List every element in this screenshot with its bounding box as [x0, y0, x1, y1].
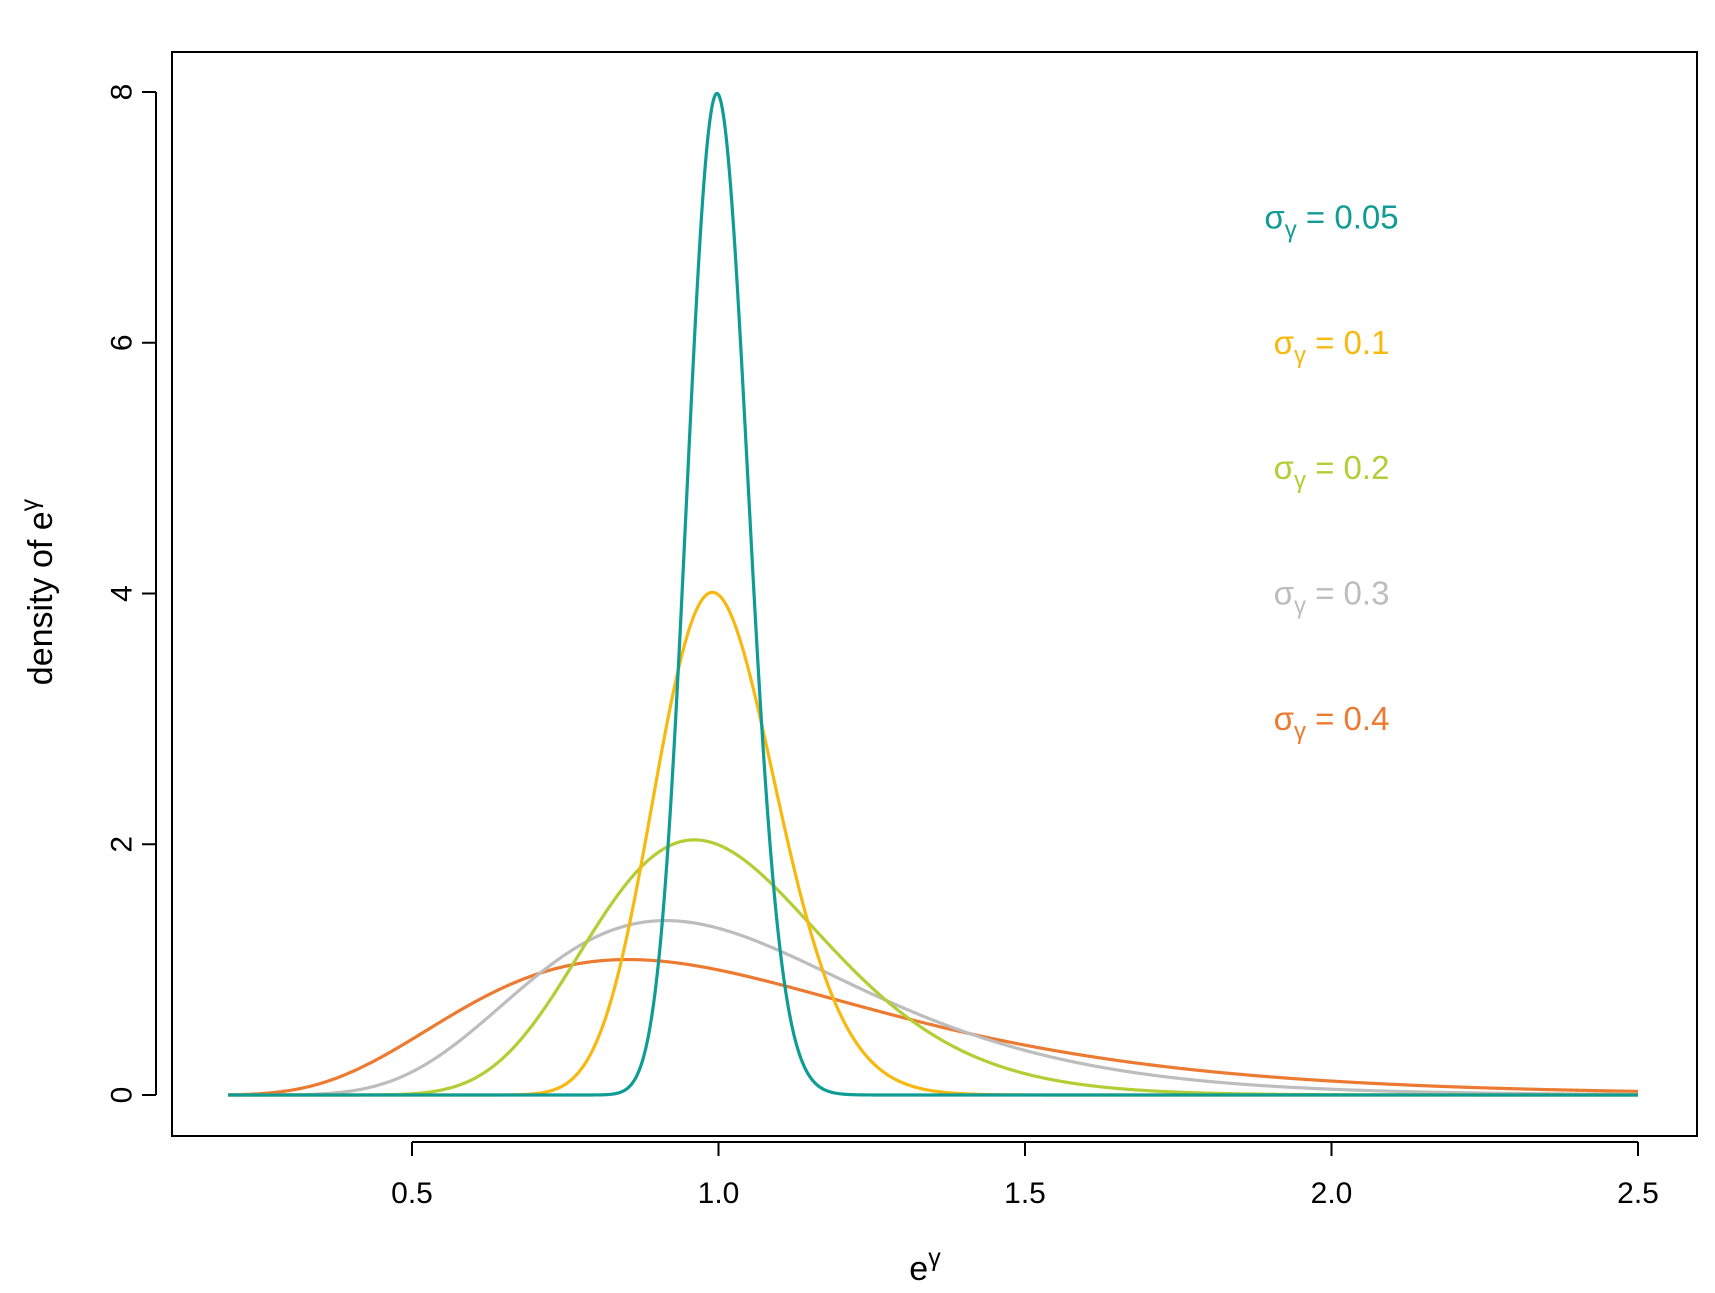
curve-label-sigma-0-05: σγ = 0.05 [1264, 198, 1398, 243]
y-axis-label-superscript: γ [16, 498, 44, 511]
x-tick-label: 0.5 [391, 1177, 433, 1210]
y-tick-label: 2 [106, 836, 139, 853]
y-axis-label-text: density of e [22, 511, 60, 685]
plot-frame [171, 51, 1698, 1137]
density-curve-sigma-0-4 [227, 957, 1639, 1097]
density-curve-sigma-0-05 [227, 91, 1639, 1097]
x-tick-label: 2.5 [1617, 1177, 1659, 1210]
y-tick-label: 0 [106, 1087, 139, 1104]
y-tick-label: 8 [106, 84, 139, 101]
y-axis: 0 2 4 6 8 [106, 84, 157, 1104]
curve-labels: σγ = 0.05 σγ = 0.1 σγ = 0.2 σγ = 0.3 σγ = 0.… [1264, 198, 1398, 745]
x-axis-label-superscript: γ [928, 1244, 941, 1272]
x-axis: 0.5 1.0 1.5 2.0 2.5 [391, 1141, 1659, 1210]
x-tick-label: 1.5 [1004, 1177, 1046, 1210]
curve-label-sigma-0-1: σγ = 0.1 [1274, 324, 1390, 369]
x-axis-label: eγ [909, 1244, 941, 1288]
y-tick-label: 4 [106, 585, 139, 602]
curve-label-sigma-0-4: σγ = 0.4 [1274, 700, 1390, 745]
y-tick-label: 6 [106, 334, 139, 351]
curve-label-sigma-0-2: σγ = 0.2 [1274, 449, 1390, 494]
y-axis-label: density of eγ [16, 498, 60, 685]
density-curves [227, 91, 1639, 1097]
x-tick-label: 2.0 [1311, 1177, 1353, 1210]
x-tick-label: 1.0 [698, 1177, 740, 1210]
density-curve-sigma-0-3 [227, 919, 1639, 1097]
curve-label-sigma-0-3: σγ = 0.3 [1274, 575, 1390, 620]
x-axis-label-base: e [909, 1250, 928, 1288]
